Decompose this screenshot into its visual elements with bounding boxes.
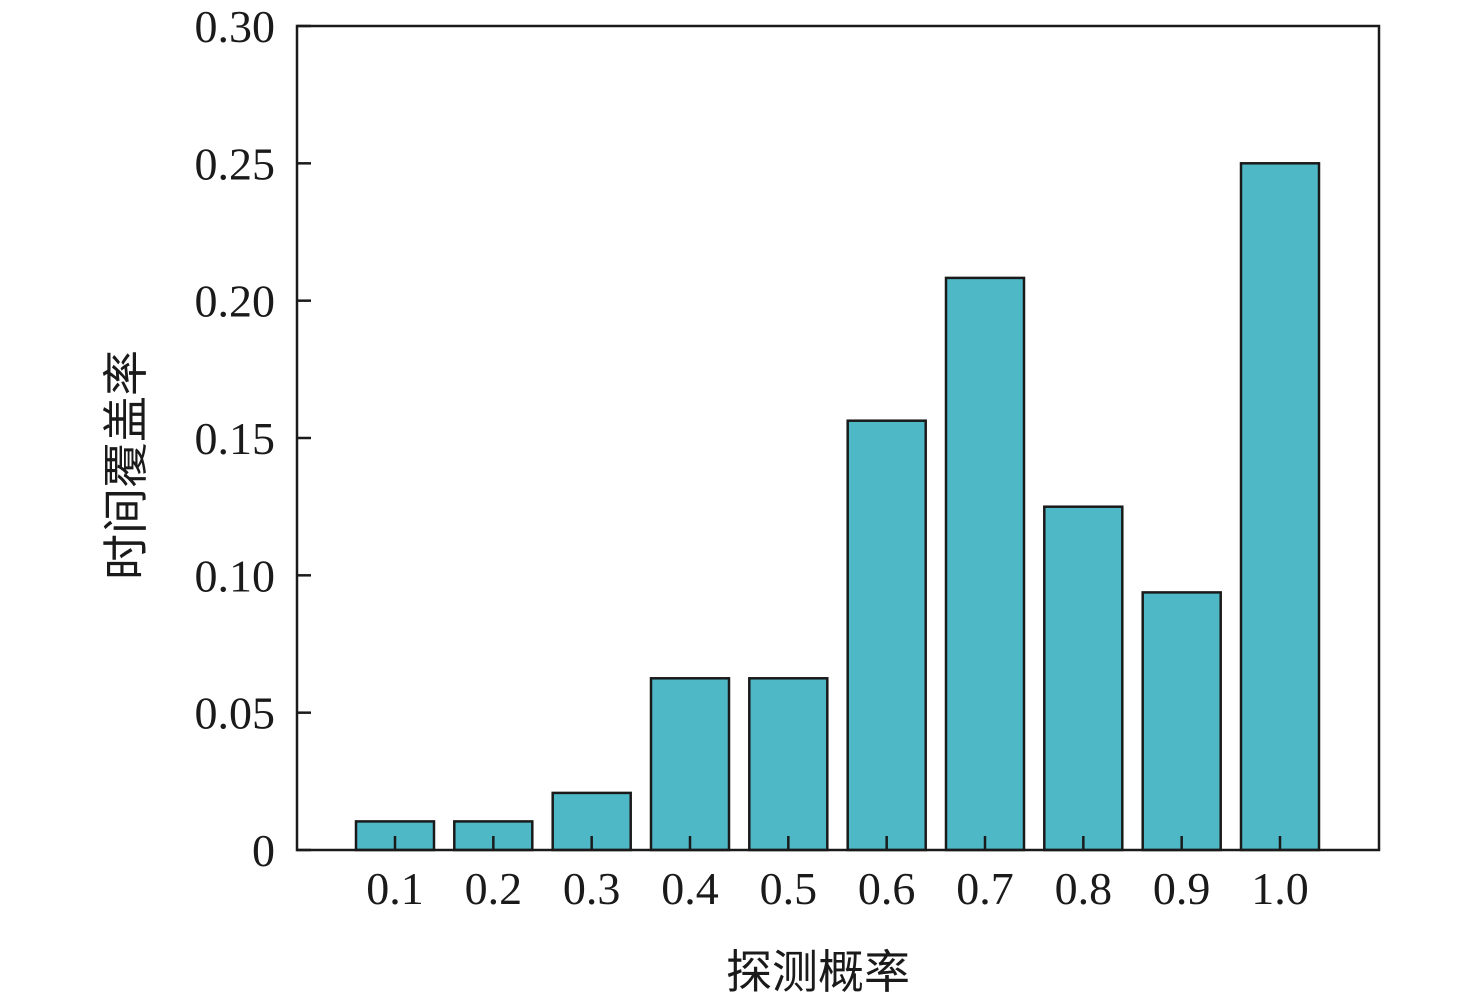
- x-tick-label-0.3: 0.3: [563, 863, 621, 914]
- x-tick-label-0.9: 0.9: [1153, 863, 1211, 914]
- y-axis-title: 时间覆盖率: [99, 350, 153, 580]
- y-tick-label-0: 0: [252, 825, 275, 876]
- bar-0.6: [846, 419, 927, 852]
- x-tick-label-0.6: 0.6: [858, 863, 916, 914]
- x-tick-label-0.4: 0.4: [661, 863, 719, 914]
- y-tick-label-0.30: 0.30: [195, 1, 276, 52]
- labels-layer: 0.1 0.2 0.3 0.4 0.5 0.6 0.7 0.8 0.9 1.0 0 0.05 0.10 0…: [195, 1, 1309, 914]
- bar-0.8: [1043, 505, 1124, 852]
- x-tick-label-1.0: 1.0: [1251, 863, 1309, 914]
- ticks-layer: [297, 24, 1282, 852]
- bar-1.0: [1239, 162, 1321, 852]
- x-axis-title: 探测概率: [726, 945, 910, 999]
- bar-0.9: [1141, 591, 1222, 852]
- x-tick-label-0.7: 0.7: [956, 863, 1014, 914]
- y-tick-label-0.05: 0.05: [195, 688, 276, 739]
- plot-frame: [295, 24, 1381, 852]
- y-tick-label-0.15: 0.15: [195, 413, 276, 464]
- bar-0.5: [748, 677, 829, 852]
- y-tick-label-0.10: 0.10: [195, 550, 276, 601]
- bar-0.4: [649, 677, 731, 852]
- bar-0.7: [944, 276, 1026, 852]
- y-tick-label-0.25: 0.25: [195, 138, 276, 189]
- bars-layer: [354, 162, 1321, 852]
- x-tick-label-0.2: 0.2: [465, 863, 523, 914]
- y-tick-label-0.20: 0.20: [195, 276, 276, 327]
- x-tick-label-0.5: 0.5: [760, 863, 818, 914]
- x-tick-label-0.1: 0.1: [366, 863, 424, 914]
- x-tick-label-0.8: 0.8: [1055, 863, 1113, 914]
